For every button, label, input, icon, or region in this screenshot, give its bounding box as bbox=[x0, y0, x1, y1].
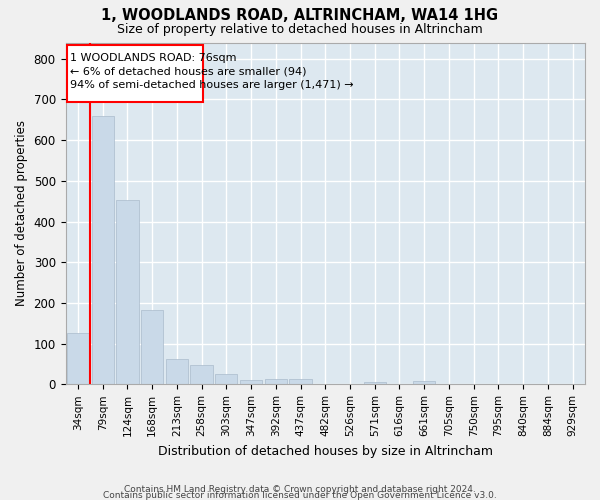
Bar bbox=[240, 380, 262, 384]
X-axis label: Distribution of detached houses by size in Altrincham: Distribution of detached houses by size … bbox=[158, 444, 493, 458]
Text: 94% of semi-detached houses are larger (1,471) →: 94% of semi-detached houses are larger (… bbox=[70, 80, 354, 90]
Bar bbox=[413, 382, 436, 384]
FancyBboxPatch shape bbox=[67, 46, 203, 102]
Text: Contains HM Land Registry data © Crown copyright and database right 2024.: Contains HM Land Registry data © Crown c… bbox=[124, 485, 476, 494]
Y-axis label: Number of detached properties: Number of detached properties bbox=[15, 120, 28, 306]
Bar bbox=[67, 332, 89, 384]
Bar bbox=[364, 382, 386, 384]
Text: Contains public sector information licensed under the Open Government Licence v3: Contains public sector information licen… bbox=[103, 491, 497, 500]
Text: Size of property relative to detached houses in Altrincham: Size of property relative to detached ho… bbox=[117, 22, 483, 36]
Bar bbox=[289, 379, 311, 384]
Text: 1, WOODLANDS ROAD, ALTRINCHAM, WA14 1HG: 1, WOODLANDS ROAD, ALTRINCHAM, WA14 1HG bbox=[101, 8, 499, 22]
Bar bbox=[190, 365, 213, 384]
Text: 1 WOODLANDS ROAD: 76sqm: 1 WOODLANDS ROAD: 76sqm bbox=[70, 54, 237, 64]
Text: ← 6% of detached houses are smaller (94): ← 6% of detached houses are smaller (94) bbox=[70, 66, 307, 76]
Bar bbox=[92, 116, 114, 384]
Bar bbox=[215, 374, 238, 384]
Bar bbox=[166, 358, 188, 384]
Bar bbox=[141, 310, 163, 384]
Bar bbox=[265, 379, 287, 384]
Bar bbox=[116, 200, 139, 384]
